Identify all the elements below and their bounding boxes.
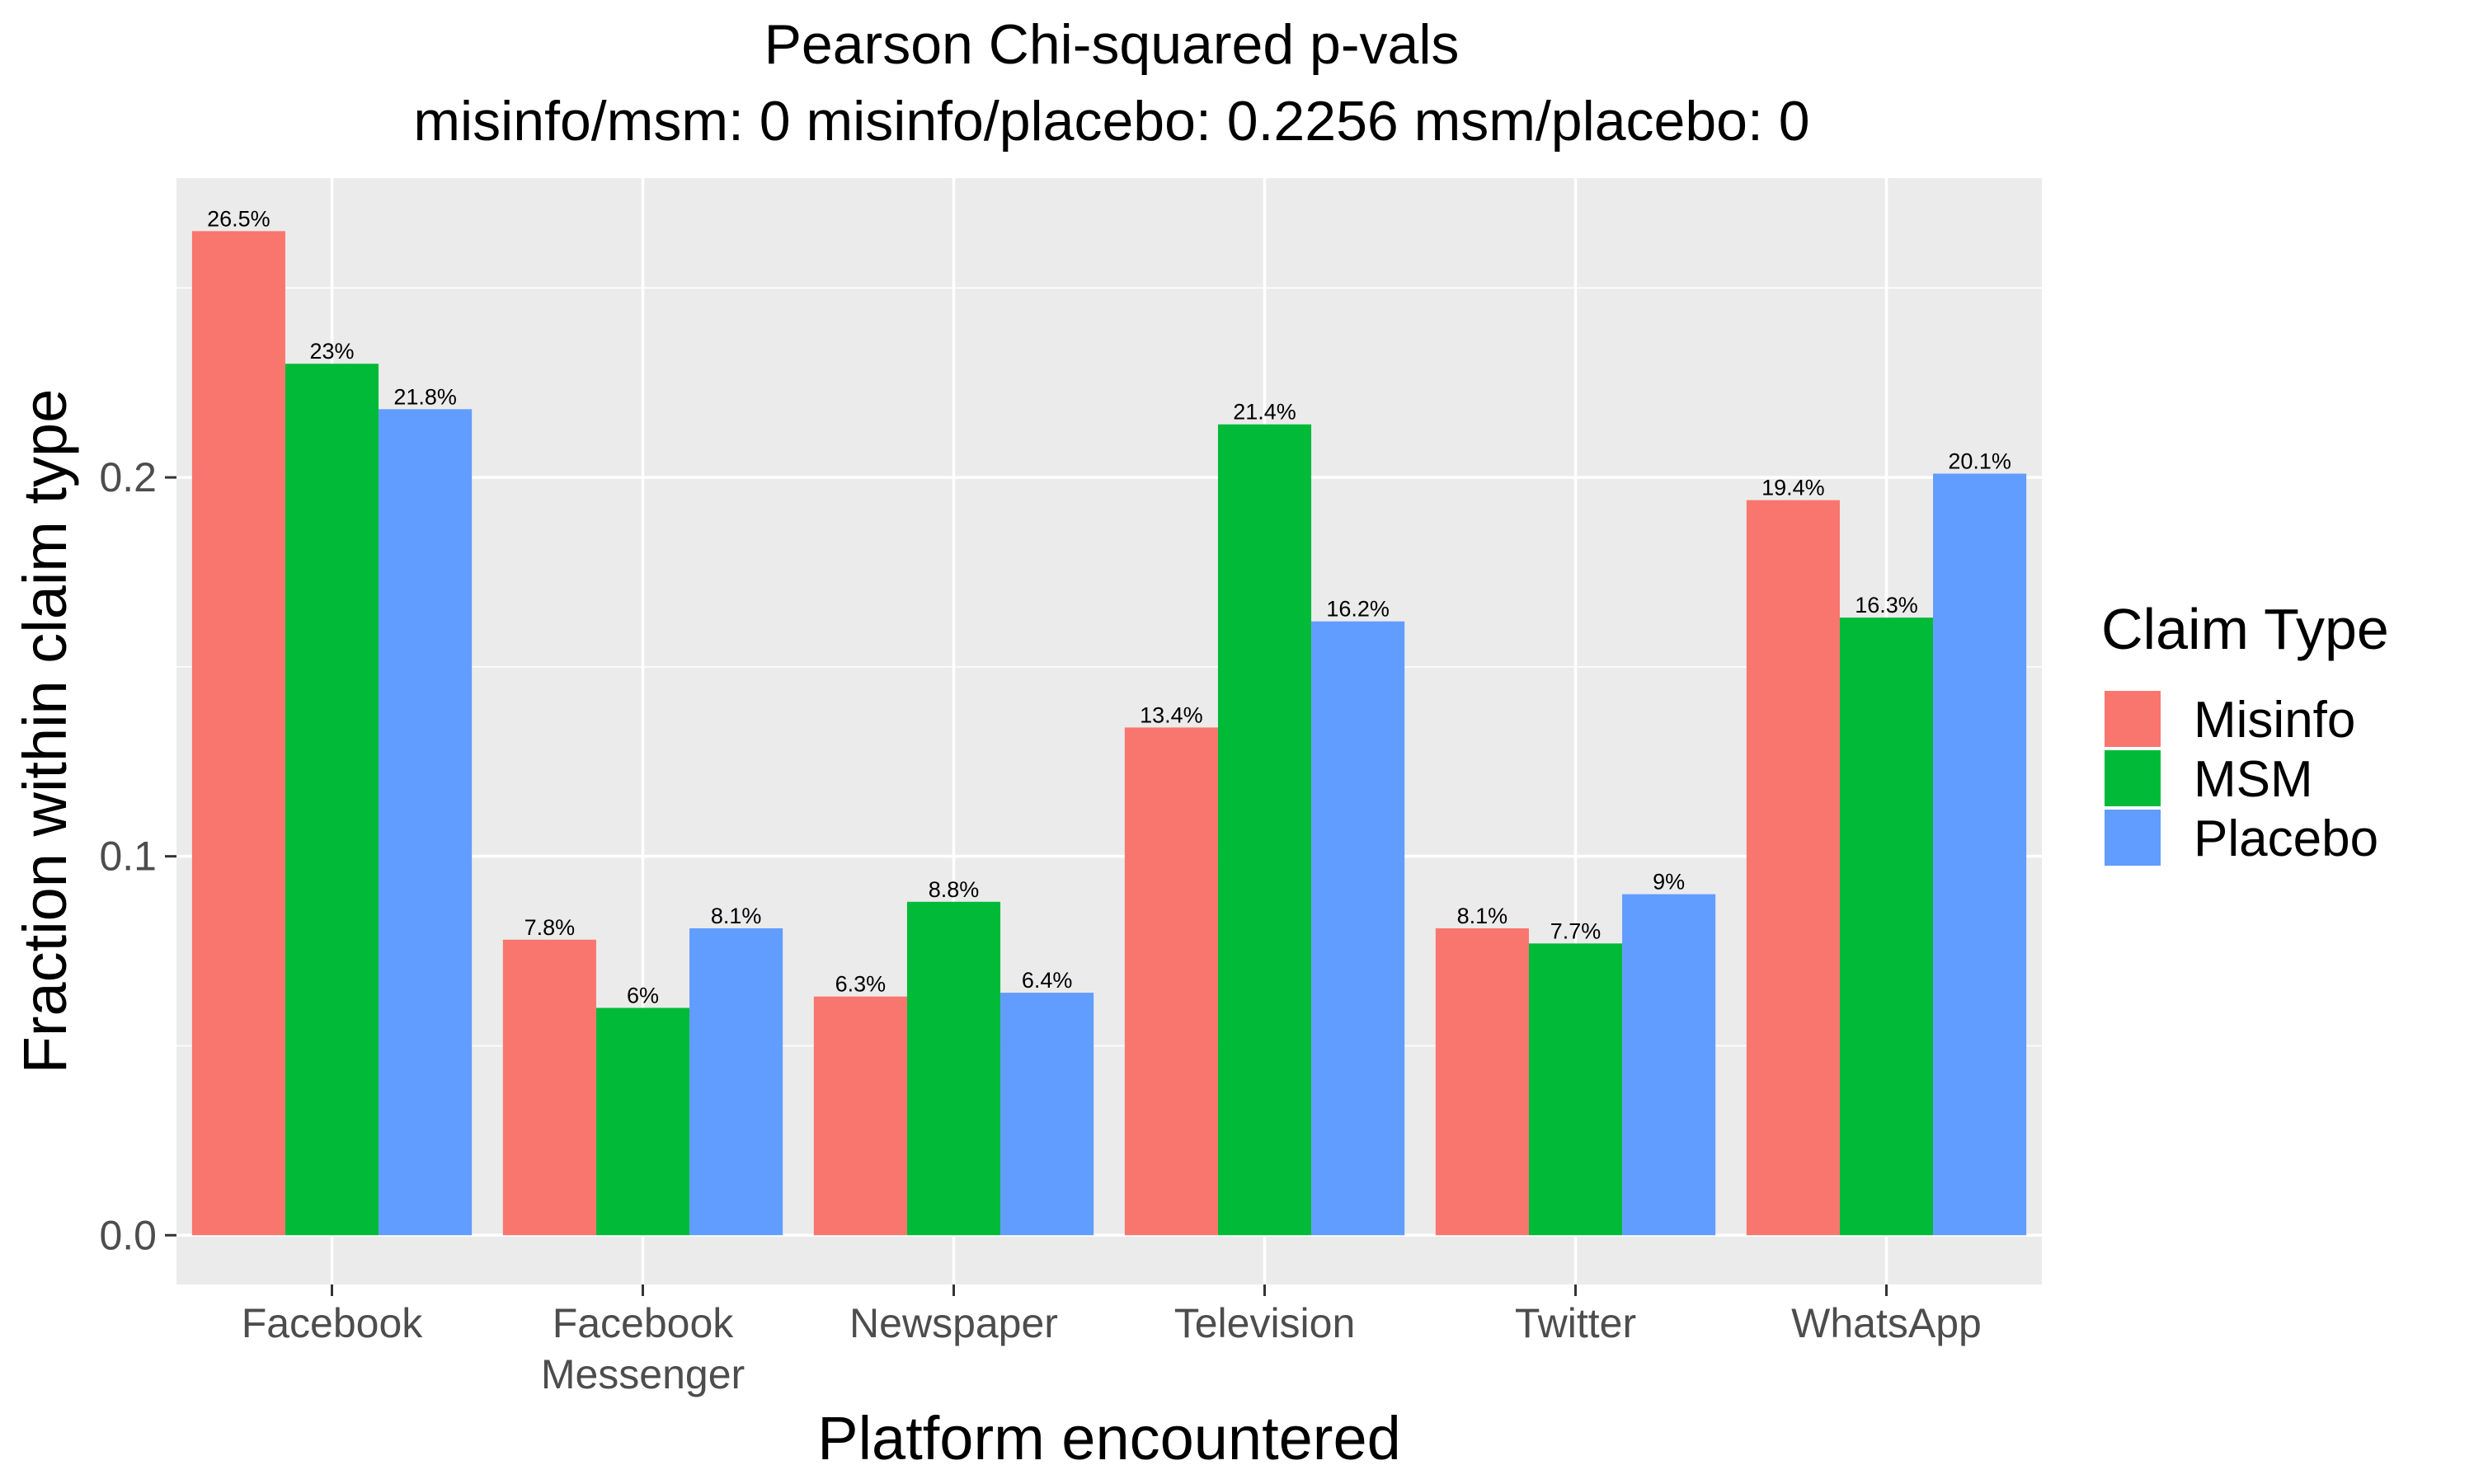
x-axis-title: Platform encountered xyxy=(817,1404,1401,1472)
bar-value-label: 6.4% xyxy=(1022,968,1073,993)
legend-swatch-msm xyxy=(2105,750,2161,806)
bar-value-label: 26.5% xyxy=(207,206,270,231)
x-tick-label: WhatsApp xyxy=(1791,1300,1982,1346)
y-axis-title: Fraction within claim type xyxy=(11,389,79,1074)
plot-panel xyxy=(176,178,2042,1284)
bar xyxy=(191,231,285,1236)
bar-value-label: 6% xyxy=(627,984,659,1008)
bar xyxy=(1746,500,1840,1236)
y-tick-label: 0.2 xyxy=(99,454,157,500)
bar xyxy=(1933,473,2027,1236)
bar-value-label: 6.3% xyxy=(835,972,887,997)
bar xyxy=(285,364,379,1236)
bar xyxy=(1839,618,1934,1236)
bar xyxy=(1000,993,1094,1236)
chart-title: Pearson Chi-squared p-vals xyxy=(764,13,1460,76)
bars xyxy=(191,231,2027,1236)
bar xyxy=(1311,621,1405,1236)
bar-value-label: 16.3% xyxy=(1855,593,1918,618)
x-tick-label: Messenger xyxy=(541,1351,745,1397)
bar-value-label: 19.4% xyxy=(1761,476,1825,500)
bar-value-label: 7.8% xyxy=(524,915,576,940)
bar xyxy=(906,901,1001,1236)
x-tick-label: Television xyxy=(1174,1300,1356,1346)
bar xyxy=(689,928,783,1236)
legend-label-placebo: Placebo xyxy=(2194,810,2378,867)
bar-value-label: 8.8% xyxy=(929,877,980,902)
bar-value-label: 8.1% xyxy=(1457,904,1508,928)
x-tick-label: Facebook xyxy=(242,1300,424,1346)
bar-value-label: 7.7% xyxy=(1550,918,1602,943)
bar xyxy=(1217,424,1312,1236)
bar-value-label: 8.1% xyxy=(711,904,762,928)
bar xyxy=(595,1007,690,1236)
bar xyxy=(1622,894,1716,1236)
bar-value-label: 16.2% xyxy=(1326,597,1390,622)
x-tick-label: Newspaper xyxy=(849,1300,1058,1346)
bar-labels: 26.5% 7.8% 6.3% 13.4% 8.1% 19.4% 23% 6% 8.8% 21.4… xyxy=(207,206,2011,1007)
x-tick-label: Twitter xyxy=(1515,1300,1636,1346)
chart-subtitle: misinfo/msm: 0 misinfo/placebo: 0.2256 m… xyxy=(413,90,1809,153)
bar-value-label: 13.4% xyxy=(1140,702,1203,727)
legend-swatch-placebo xyxy=(2105,810,2161,866)
bar xyxy=(379,409,473,1236)
legend-swatch-misinfo xyxy=(2105,691,2161,747)
bar xyxy=(1124,727,1218,1236)
bar-value-label: 9% xyxy=(1653,870,1685,895)
y-tick-label: 0.1 xyxy=(99,834,157,880)
legend-title: Claim Type xyxy=(2101,597,2389,661)
axes: 0.0 0.1 0.2 Facebook Facebook Messenger Newspa… xyxy=(99,454,1981,1397)
bar xyxy=(813,996,907,1236)
bar-value-label: 21.8% xyxy=(393,384,457,409)
bar-value-label: 23% xyxy=(309,339,354,364)
legend-label-msm: MSM xyxy=(2194,751,2313,808)
bar xyxy=(1528,943,1623,1236)
y-tick-label: 0.0 xyxy=(99,1212,157,1258)
bar-value-label: 20.1% xyxy=(1948,448,2011,473)
bar xyxy=(502,939,596,1236)
x-tick-label: Facebook xyxy=(553,1300,735,1346)
legend-label-misinfo: Misinfo xyxy=(2194,692,2355,749)
bar-value-label: 21.4% xyxy=(1233,400,1296,425)
bar xyxy=(1435,928,1529,1236)
